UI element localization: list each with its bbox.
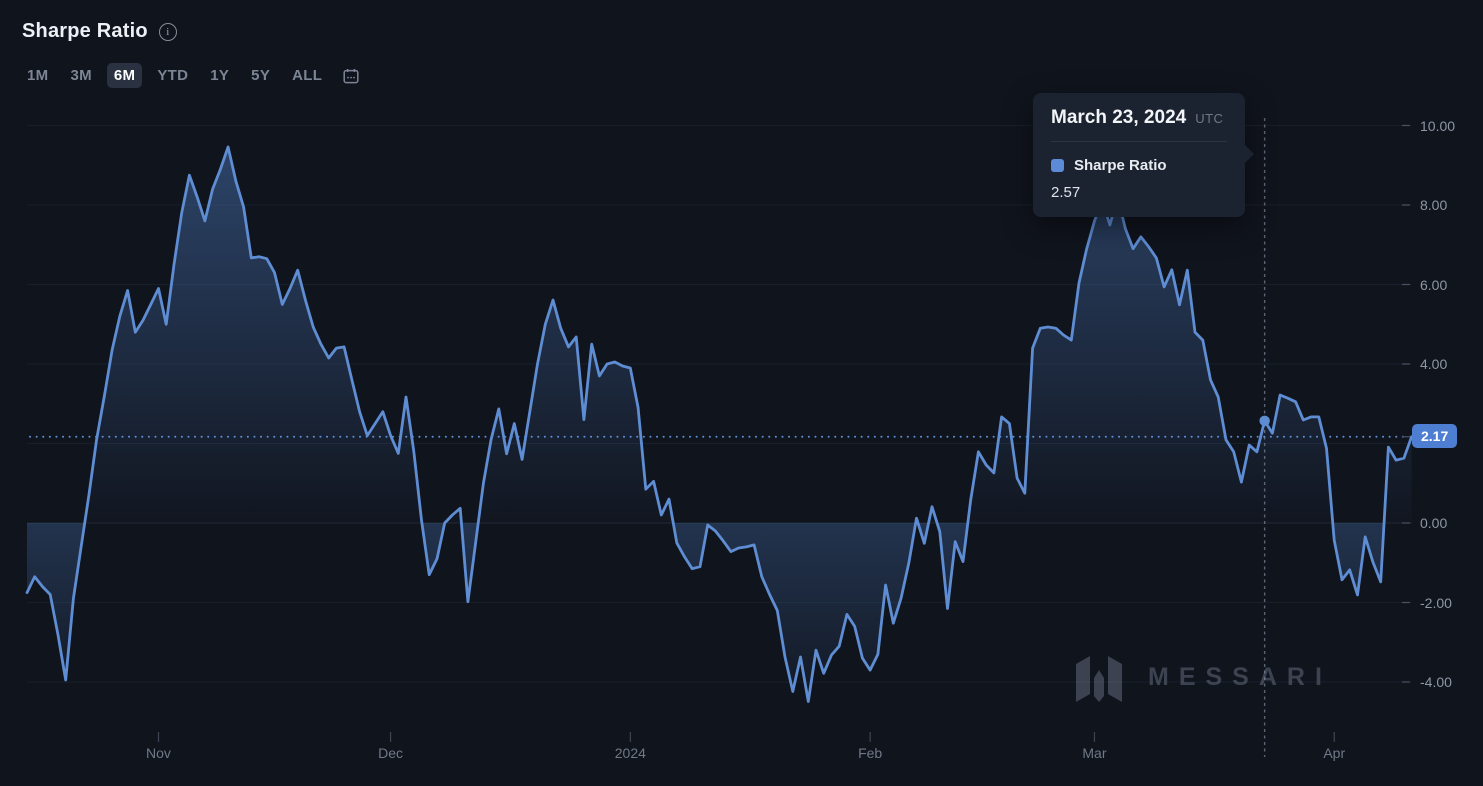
tooltip-timezone: UTC	[1195, 111, 1224, 126]
x-axis-label: 2024	[614, 745, 646, 761]
tooltip-series-label: Sharpe Ratio	[1074, 157, 1167, 174]
chart-tooltip: March 23, 2024 UTC Sharpe Ratio 2.57	[1033, 93, 1254, 217]
tooltip-date: March 23, 2024	[1051, 107, 1187, 128]
calendar-button[interactable]	[343, 68, 359, 84]
y-axis-label: 4.00	[1420, 356, 1448, 372]
y-axis-label: -2.00	[1420, 594, 1452, 611]
area-fill-positive	[27, 147, 1412, 523]
range-button-ytd[interactable]: YTD	[157, 67, 189, 84]
series-color-swatch	[1051, 159, 1064, 172]
y-axis-label: 6.00	[1420, 276, 1448, 293]
messari-watermark: MESSARI	[1076, 652, 1332, 702]
tooltip-arrow	[1245, 145, 1254, 163]
last-value-badge: 2.17	[1412, 424, 1458, 449]
y-axis-label: 8.00	[1420, 197, 1448, 213]
range-button-5y[interactable]: 5Y	[251, 67, 271, 84]
x-axis-label: Apr	[1323, 745, 1346, 761]
timerange-toolbar: 1M 3M 6M YTD 1Y 5Y ALL	[20, 63, 359, 88]
highlight-point-marker	[1259, 415, 1270, 427]
calendar-icon	[343, 68, 359, 83]
tooltip-value: 2.57	[1051, 184, 1081, 201]
y-axis-label: 10.00	[1420, 117, 1456, 134]
range-button-3m[interactable]: 3M	[70, 67, 92, 84]
info-icon[interactable]: i	[158, 22, 177, 41]
range-button-6m[interactable]: 6M	[106, 63, 143, 88]
messari-watermark-text: MESSARI	[1148, 663, 1332, 691]
range-button-all[interactable]: ALL	[292, 67, 323, 84]
x-axis-label: Dec	[378, 745, 403, 761]
messari-logo-icon	[1076, 656, 1122, 702]
y-axis-label: 0.00	[1420, 515, 1448, 531]
range-button-1y[interactable]: 1Y	[210, 67, 230, 84]
x-axis-label: Feb	[858, 745, 883, 761]
y-axis-label: -4.00	[1420, 674, 1452, 690]
chart-header: Sharpe Ratio i	[22, 20, 177, 43]
x-axis-label: Nov	[146, 745, 171, 761]
series-line	[25, 145, 1413, 703]
range-button-1m[interactable]: 1M	[27, 67, 49, 84]
x-axis-label: Mar	[1082, 745, 1107, 761]
page-title: Sharpe Ratio	[22, 20, 148, 42]
tooltip-divider	[1051, 141, 1227, 142]
